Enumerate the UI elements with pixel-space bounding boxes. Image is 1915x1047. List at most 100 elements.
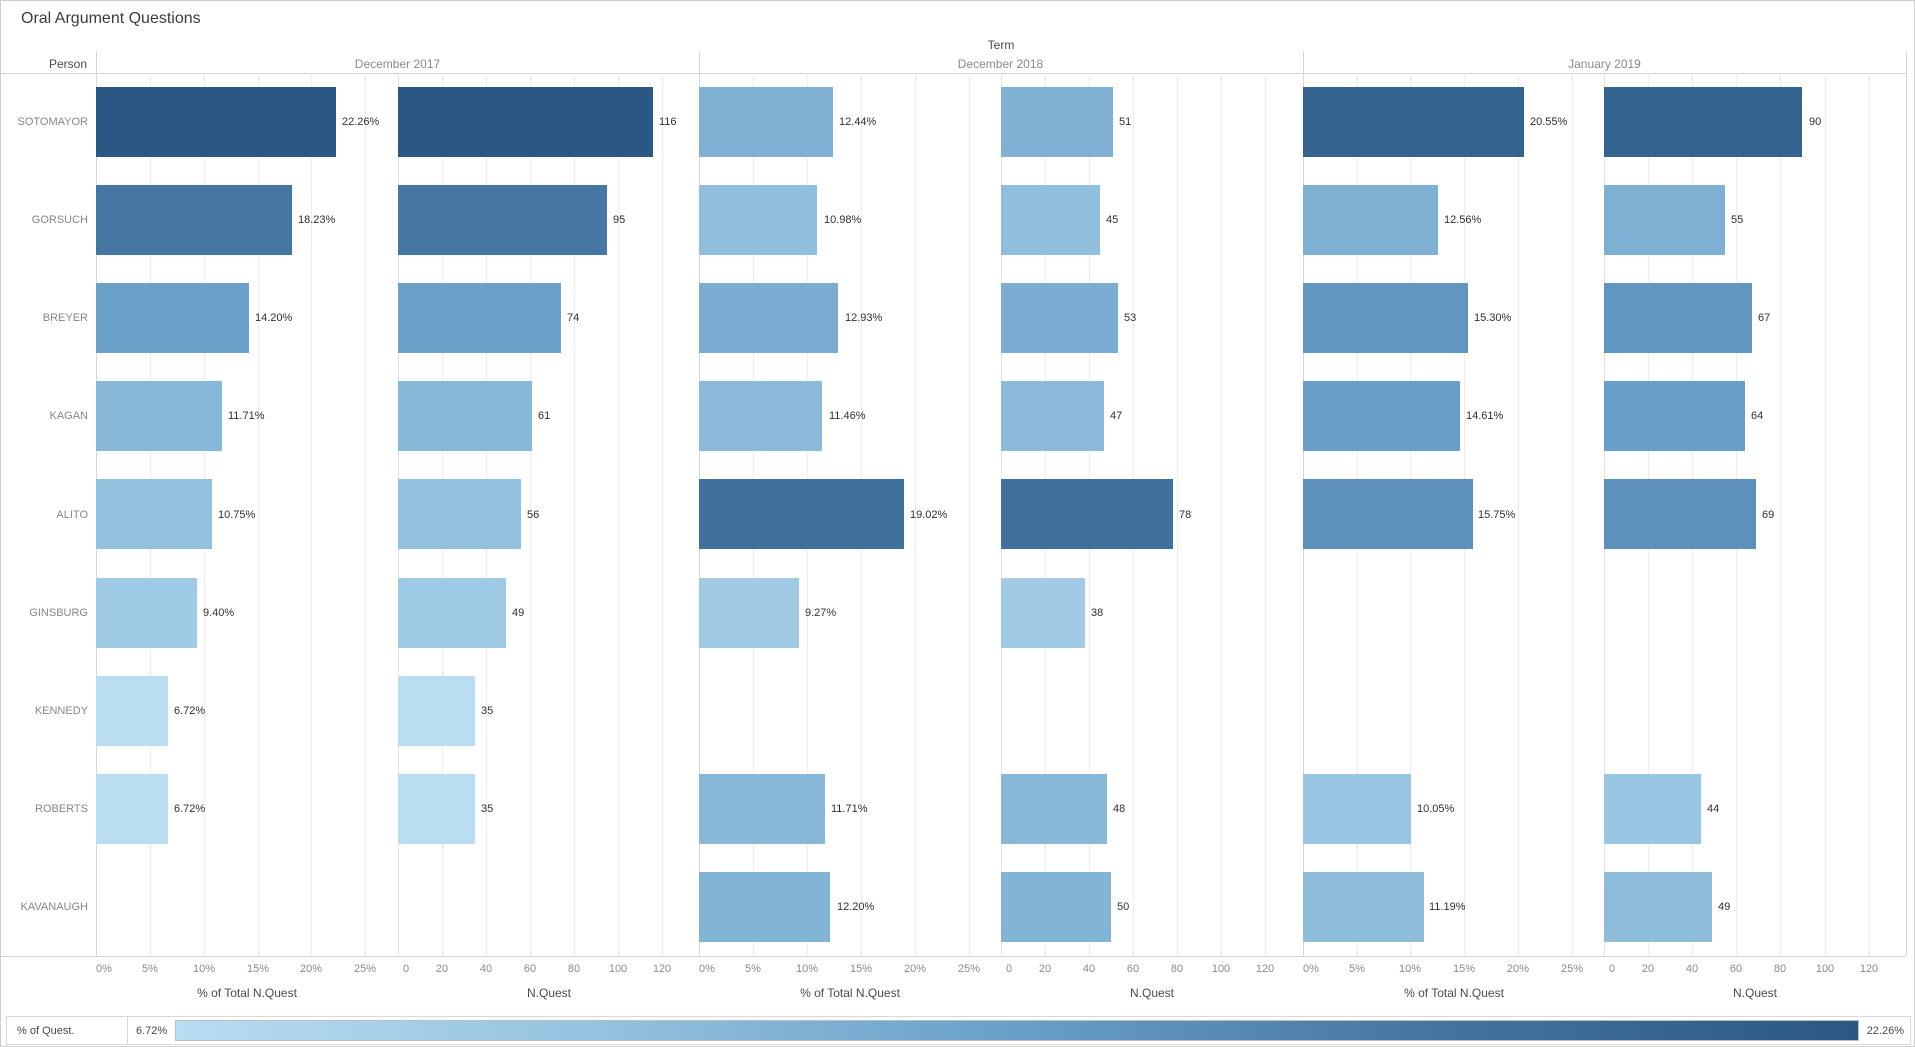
bar-sotomayor-nquest-group0[interactable] bbox=[398, 87, 653, 157]
bar-sotomayor-nquest-group1[interactable] bbox=[1001, 87, 1113, 157]
bar-kavanaugh-nquest-group1[interactable] bbox=[1001, 872, 1111, 942]
bar-ginsburg-nquest-group0[interactable] bbox=[398, 578, 506, 648]
bar-value-label: 35 bbox=[481, 803, 494, 815]
axis-title: % of Total N.Quest bbox=[1404, 986, 1504, 1000]
bar-sotomayor-pct-group0[interactable] bbox=[96, 87, 336, 157]
bar-gorsuch-nquest-group2[interactable] bbox=[1604, 185, 1725, 255]
row-label-roberts[interactable]: ROBERTS bbox=[35, 803, 88, 815]
axis-baseline bbox=[1, 956, 1906, 957]
axis-tick-label: 0% bbox=[699, 963, 715, 975]
bar-value-label: 12.44% bbox=[839, 116, 877, 128]
bar-kagan-nquest-group0[interactable] bbox=[398, 381, 532, 451]
row-label-kagan[interactable]: KAGAN bbox=[49, 410, 88, 422]
axis-tick-label: 20% bbox=[1506, 963, 1530, 975]
bar-roberts-pct-group2[interactable] bbox=[1303, 774, 1411, 844]
gridline bbox=[915, 73, 916, 956]
row-label-ginsburg[interactable]: GINSBURG bbox=[29, 607, 88, 619]
bar-gorsuch-pct-group0[interactable] bbox=[96, 185, 292, 255]
bar-kennedy-pct-group0[interactable] bbox=[96, 676, 168, 746]
bar-value-label: 64 bbox=[1751, 410, 1764, 422]
bar-kagan-nquest-group2[interactable] bbox=[1604, 381, 1745, 451]
bar-breyer-pct-group1[interactable] bbox=[699, 283, 838, 353]
gridline bbox=[365, 73, 366, 956]
bar-value-label: 55 bbox=[1731, 214, 1744, 226]
bar-alito-nquest-group2[interactable] bbox=[1604, 479, 1756, 549]
bar-value-label: 11.46% bbox=[829, 410, 866, 422]
column-header-december-2017[interactable]: December 2017 bbox=[354, 57, 441, 71]
bar-value-label: 44 bbox=[1707, 803, 1720, 815]
bar-kavanaugh-pct-group1[interactable] bbox=[699, 872, 830, 942]
bar-ginsburg-pct-group0[interactable] bbox=[96, 578, 197, 648]
bar-roberts-nquest-group2[interactable] bbox=[1604, 774, 1701, 844]
bar-breyer-nquest-group2[interactable] bbox=[1604, 283, 1752, 353]
bar-value-label: 22.26% bbox=[342, 116, 380, 128]
bar-kennedy-nquest-group0[interactable] bbox=[398, 676, 475, 746]
bar-breyer-pct-group0[interactable] bbox=[96, 283, 249, 353]
legend-max-value: 22.26% bbox=[1866, 1024, 1904, 1037]
row-label-breyer[interactable]: BREYER bbox=[42, 312, 88, 324]
bar-value-label: 116 bbox=[659, 116, 677, 128]
bar-value-label: 11.71% bbox=[228, 410, 265, 422]
bar-breyer-nquest-group1[interactable] bbox=[1001, 283, 1118, 353]
row-label-kavanaugh[interactable]: KAVANAUGH bbox=[20, 901, 88, 913]
bar-kagan-pct-group1[interactable] bbox=[699, 381, 822, 451]
bar-roberts-pct-group1[interactable] bbox=[699, 774, 825, 844]
bar-value-label: 9.40% bbox=[203, 607, 235, 619]
axis-tick-label: 20% bbox=[903, 963, 927, 975]
bar-sotomayor-pct-group2[interactable] bbox=[1303, 87, 1524, 157]
bar-gorsuch-pct-group2[interactable] bbox=[1303, 185, 1438, 255]
bar-sotomayor-pct-group1[interactable] bbox=[699, 87, 833, 157]
bar-roberts-nquest-group1[interactable] bbox=[1001, 774, 1107, 844]
bar-gorsuch-pct-group1[interactable] bbox=[699, 185, 817, 255]
bar-kagan-nquest-group1[interactable] bbox=[1001, 381, 1104, 451]
row-label-kennedy[interactable]: KENNEDY bbox=[34, 705, 88, 717]
row-dimension-label: Person bbox=[48, 57, 87, 71]
bar-value-label: 14.20% bbox=[255, 312, 293, 324]
bar-value-label: 11.71% bbox=[831, 803, 868, 815]
bar-kagan-pct-group2[interactable] bbox=[1303, 381, 1460, 451]
axis-tick-label: 20 bbox=[435, 963, 449, 975]
color-gradient-ramp[interactable] bbox=[175, 1020, 1859, 1041]
bar-alito-pct-group0[interactable] bbox=[96, 479, 212, 549]
bar-roberts-pct-group0[interactable] bbox=[96, 774, 168, 844]
bar-ginsburg-nquest-group1[interactable] bbox=[1001, 578, 1085, 648]
bar-value-label: 6.72% bbox=[174, 803, 206, 815]
axis-tick-label: 0% bbox=[96, 963, 112, 975]
chart-right-border bbox=[1906, 51, 1907, 956]
bar-value-label: 19.02% bbox=[910, 509, 948, 521]
row-label-gorsuch[interactable]: GORSUCH bbox=[31, 214, 88, 226]
bar-value-label: 15.75% bbox=[1478, 509, 1516, 521]
bar-roberts-nquest-group0[interactable] bbox=[398, 774, 475, 844]
bar-gorsuch-nquest-group0[interactable] bbox=[398, 185, 607, 255]
axis-tick-label: 0 bbox=[1005, 963, 1013, 975]
bar-alito-nquest-group0[interactable] bbox=[398, 479, 521, 549]
row-label-alito[interactable]: ALITO bbox=[56, 509, 88, 521]
bar-value-label: 45 bbox=[1106, 214, 1119, 226]
bar-sotomayor-nquest-group2[interactable] bbox=[1604, 87, 1802, 157]
axis-tick-label: 5% bbox=[1349, 963, 1365, 975]
bar-breyer-nquest-group0[interactable] bbox=[398, 283, 561, 353]
axis-tick-label: 60 bbox=[1729, 963, 1743, 975]
bar-value-label: 10.05% bbox=[1417, 803, 1455, 815]
bar-alito-pct-group1[interactable] bbox=[699, 479, 904, 549]
axis-tick-label: 20% bbox=[299, 963, 323, 975]
bar-value-label: 38 bbox=[1091, 607, 1104, 619]
bar-kavanaugh-pct-group2[interactable] bbox=[1303, 872, 1424, 942]
axis-title: % of Total N.Quest bbox=[197, 986, 297, 1000]
bar-kagan-pct-group0[interactable] bbox=[96, 381, 222, 451]
gridline bbox=[1825, 73, 1826, 956]
bar-gorsuch-nquest-group1[interactable] bbox=[1001, 185, 1100, 255]
gridline bbox=[662, 73, 663, 956]
bar-value-label: 10.98% bbox=[824, 214, 862, 226]
bar-breyer-pct-group2[interactable] bbox=[1303, 283, 1468, 353]
axis-tick-label: 40 bbox=[1082, 963, 1096, 975]
row-label-sotomayor[interactable]: SOTOMAYOR bbox=[17, 116, 89, 128]
axis-tick-label: 120 bbox=[1255, 963, 1275, 975]
bar-kavanaugh-nquest-group2[interactable] bbox=[1604, 872, 1712, 942]
bar-ginsburg-pct-group1[interactable] bbox=[699, 578, 799, 648]
bar-alito-pct-group2[interactable] bbox=[1303, 479, 1473, 549]
bar-alito-nquest-group1[interactable] bbox=[1001, 479, 1173, 549]
column-header-january-2019[interactable]: January 2019 bbox=[1568, 57, 1641, 71]
column-header-december-2018[interactable]: December 2018 bbox=[957, 57, 1044, 71]
axis-tick-label: 5% bbox=[142, 963, 158, 975]
